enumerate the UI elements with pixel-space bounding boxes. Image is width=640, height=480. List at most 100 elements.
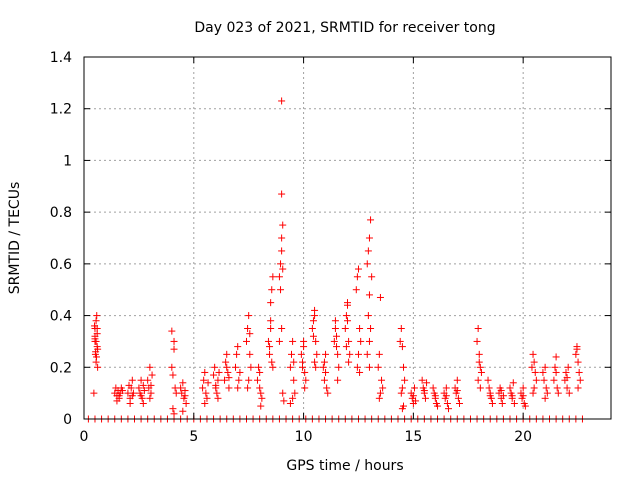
chart-title: Day 023 of 2021, SRMTID for receiver ton… (194, 20, 495, 36)
data-point (499, 392, 507, 400)
data-point (92, 337, 100, 345)
data-point (221, 376, 229, 384)
data-point (244, 325, 252, 332)
data-point (288, 350, 296, 358)
data-point (213, 389, 221, 397)
data-point (357, 337, 365, 345)
data-point (257, 402, 265, 410)
data-point (508, 392, 516, 400)
x-tick-label: 10 (295, 429, 313, 445)
data-point (297, 350, 305, 358)
y-tick-label: 0 (63, 412, 72, 428)
data-point (309, 332, 317, 340)
data-point (476, 363, 484, 371)
data-point (140, 387, 148, 395)
data-point (225, 374, 233, 382)
data-point (398, 405, 406, 413)
data-point (170, 337, 178, 345)
data-point (319, 363, 327, 371)
data-point (214, 376, 222, 384)
data-point (565, 389, 573, 397)
data-point (486, 392, 494, 400)
data-point (484, 376, 492, 384)
data-point (345, 337, 353, 345)
y-tick-label: 1 (63, 153, 72, 169)
data-point (234, 384, 242, 392)
data-point (541, 363, 549, 371)
data-point (454, 394, 462, 402)
data-point (320, 376, 328, 384)
data-point (300, 337, 308, 345)
data-point (223, 350, 231, 358)
data-point (201, 368, 209, 376)
data-point (139, 381, 147, 389)
data-point (353, 273, 361, 281)
data-point (93, 312, 101, 320)
data-point (575, 368, 583, 376)
data-point (453, 376, 461, 384)
data-point (476, 384, 484, 392)
data-point (554, 389, 562, 397)
data-point (266, 343, 274, 351)
data-point (562, 368, 570, 376)
data-point (455, 399, 463, 407)
data-point (477, 368, 485, 376)
data-point (574, 384, 582, 392)
data-point (553, 384, 561, 392)
data-point (177, 384, 185, 392)
data-point (279, 389, 287, 397)
data-point (552, 368, 560, 376)
data-point (532, 376, 540, 384)
data-point (236, 368, 244, 376)
data-point (564, 363, 572, 371)
data-markers (84, 97, 586, 423)
data-point (312, 337, 320, 345)
data-point (367, 325, 375, 332)
data-point (91, 332, 99, 340)
data-point (128, 392, 136, 400)
data-point (168, 327, 176, 335)
data-point (93, 353, 101, 361)
data-point (245, 376, 253, 384)
data-point (211, 363, 219, 371)
data-point (344, 317, 351, 325)
data-point (365, 337, 373, 345)
y-tick-label: 1.2 (50, 102, 72, 118)
data-point (323, 384, 331, 392)
y-axis-ticks: 0 0.2 0.4 0.6 0.8 1 1.2 1.4 (50, 50, 611, 428)
grid (84, 57, 611, 419)
data-point (573, 345, 581, 353)
data-point (202, 389, 210, 397)
data-point (264, 337, 272, 345)
data-point (420, 387, 428, 395)
data-point (181, 392, 189, 400)
data-point (256, 368, 264, 376)
data-point (275, 273, 283, 281)
data-point (543, 389, 551, 397)
data-point (509, 379, 517, 387)
data-point (376, 293, 384, 301)
data-point (345, 358, 353, 366)
data-point (375, 394, 383, 402)
data-point (210, 371, 218, 379)
data-point (246, 330, 254, 338)
data-point (127, 384, 135, 392)
data-point (423, 379, 431, 387)
data-point (376, 389, 384, 397)
data-point (322, 350, 330, 358)
data-point (331, 317, 339, 325)
data-point (278, 325, 286, 332)
data-point (278, 234, 286, 242)
data-point (204, 379, 212, 387)
data-point (530, 358, 538, 366)
data-point (291, 389, 299, 397)
data-point (139, 399, 147, 407)
data-point (442, 384, 450, 392)
data-point (246, 350, 254, 358)
data-point (247, 363, 255, 371)
data-point (453, 387, 461, 395)
data-point (92, 317, 100, 325)
data-point (334, 376, 342, 384)
data-point (278, 190, 286, 198)
data-point (298, 358, 306, 366)
